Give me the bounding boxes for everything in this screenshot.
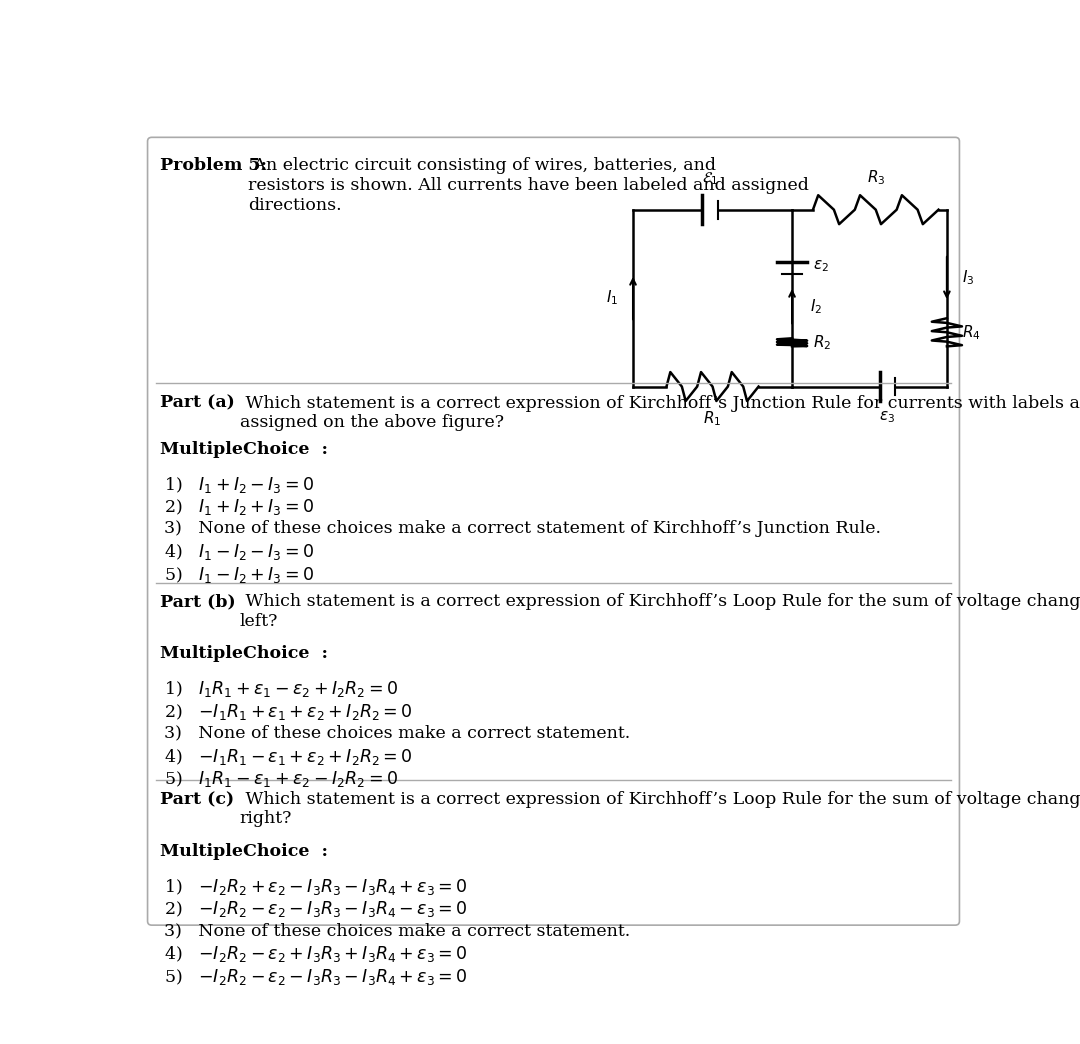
Text: 4)   $-I_2R_2 - \varepsilon_2 + I_3R_3 + I_3R_4 + \varepsilon_3 = 0$: 4) $-I_2R_2 - \varepsilon_2 + I_3R_3 + I…	[164, 945, 468, 965]
Text: $R_4$: $R_4$	[962, 323, 981, 341]
Text: 4)   $I_1 - I_2 - I_3 = 0$: 4) $I_1 - I_2 - I_3 = 0$	[164, 543, 314, 563]
Text: Which statement is a correct expression of Kirchhoff’s Loop Rule for the sum of : Which statement is a correct expression …	[240, 791, 1080, 828]
Text: An electric circuit consisting of wires, batteries, and
resistors is shown. All : An electric circuit consisting of wires,…	[248, 158, 809, 214]
Text: 5)   $I_1R_1 - \varepsilon_1 + \varepsilon_2 - I_2R_2 = 0$: 5) $I_1R_1 - \varepsilon_1 + \varepsilon…	[164, 769, 399, 789]
Text: 2)   $-I_1R_1 + \varepsilon_1 + \varepsilon_2 + I_2R_2 = 0$: 2) $-I_1R_1 + \varepsilon_1 + \varepsilo…	[164, 702, 413, 721]
Text: 3)   None of these choices make a correct statement.: 3) None of these choices make a correct …	[164, 725, 631, 741]
Text: Problem 5:: Problem 5:	[160, 158, 267, 174]
Text: 5)   $-I_2R_2 - \varepsilon_2 - I_3R_3 - I_3R_4 + \varepsilon_3 = 0$: 5) $-I_2R_2 - \varepsilon_2 - I_3R_3 - I…	[164, 967, 468, 987]
Text: $I_3$: $I_3$	[962, 268, 974, 287]
Text: 2)   $-I_2R_2 - \varepsilon_2 - I_3R_3 - I_3R_4 - \varepsilon_3 = 0$: 2) $-I_2R_2 - \varepsilon_2 - I_3R_3 - I…	[164, 900, 468, 920]
Text: MultipleChoice  :: MultipleChoice :	[160, 844, 328, 860]
Text: 5)   $I_1 - I_2 + I_3 = 0$: 5) $I_1 - I_2 + I_3 = 0$	[164, 565, 314, 585]
Text: $\mathcal{E}_1$: $\mathcal{E}_1$	[702, 170, 718, 187]
Text: $R_3$: $R_3$	[866, 168, 885, 187]
Text: MultipleChoice  :: MultipleChoice :	[160, 442, 328, 458]
Text: Part (c): Part (c)	[160, 791, 234, 808]
Text: 2)   $I_1 + I_2 + I_3 = 0$: 2) $I_1 + I_2 + I_3 = 0$	[164, 498, 314, 518]
Text: $R_1$: $R_1$	[703, 409, 721, 428]
Text: 1)   $I_1R_1 + \varepsilon_1 - \varepsilon_2 + I_2R_2 = 0$: 1) $I_1R_1 + \varepsilon_1 - \varepsilon…	[164, 680, 399, 699]
FancyBboxPatch shape	[148, 138, 959, 925]
Text: MultipleChoice  :: MultipleChoice :	[160, 645, 328, 662]
Text: 1)   $-I_2R_2 + \varepsilon_2 - I_3R_3 - I_3R_4 + \varepsilon_3 = 0$: 1) $-I_2R_2 + \varepsilon_2 - I_3R_3 - I…	[164, 877, 468, 897]
Text: $\varepsilon_2$: $\varepsilon_2$	[813, 258, 828, 274]
Text: $R_2$: $R_2$	[813, 333, 832, 352]
Text: $\varepsilon_3$: $\varepsilon_3$	[879, 409, 895, 425]
Text: Which statement is a correct expression of Kirchhoff’s Loop Rule for the sum of : Which statement is a correct expression …	[240, 593, 1080, 630]
Text: 3)   None of these choices make a correct statement of Kirchhoff’s Junction Rule: 3) None of these choices make a correct …	[164, 520, 881, 537]
Text: Part (b): Part (b)	[160, 593, 235, 610]
Text: $I_2$: $I_2$	[810, 296, 823, 315]
Text: 4)   $-I_1R_1 - \varepsilon_1 + \varepsilon_2 + I_2R_2 = 0$: 4) $-I_1R_1 - \varepsilon_1 + \varepsilo…	[164, 746, 413, 766]
Text: Part (a): Part (a)	[160, 395, 234, 411]
Text: $I_1$: $I_1$	[606, 289, 618, 308]
Text: Which statement is a correct expression of Kirchhoff’s Junction Rule for current: Which statement is a correct expression …	[240, 395, 1080, 431]
Text: 1)   $I_1 + I_2 - I_3 = 0$: 1) $I_1 + I_2 - I_3 = 0$	[164, 475, 314, 495]
Text: 3)   None of these choices make a correct statement.: 3) None of these choices make a correct …	[164, 922, 631, 939]
